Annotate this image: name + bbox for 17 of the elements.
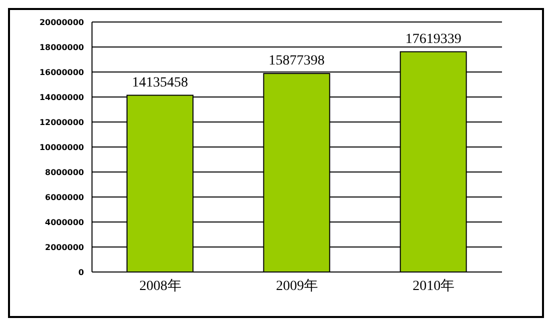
y-tick-label: 2000000 [45,242,84,252]
y-tick-label: 4000000 [45,218,84,227]
x-tick-label: 2010年 [412,278,455,294]
y-tick-label: 18000000 [39,42,84,52]
y-tick-label: 20000000 [39,18,84,27]
y-tick-label: 8000000 [45,168,84,177]
y-tick-label: 14000000 [39,92,84,102]
data-label: 15877398 [268,54,325,69]
x-tick-label: 2009年 [276,278,318,294]
y-tick-label: 0 [78,268,84,277]
y-tick-label: 12000000 [39,118,84,127]
data-label: 17619339 [405,32,462,47]
y-tick-label: 16000000 [39,68,84,77]
data-label: 14135458 [132,75,188,90]
x-tick-label: 2008年 [139,278,182,294]
y-tick-label: 10000000 [39,142,84,152]
y-tick-label: 6000000 [45,192,84,202]
